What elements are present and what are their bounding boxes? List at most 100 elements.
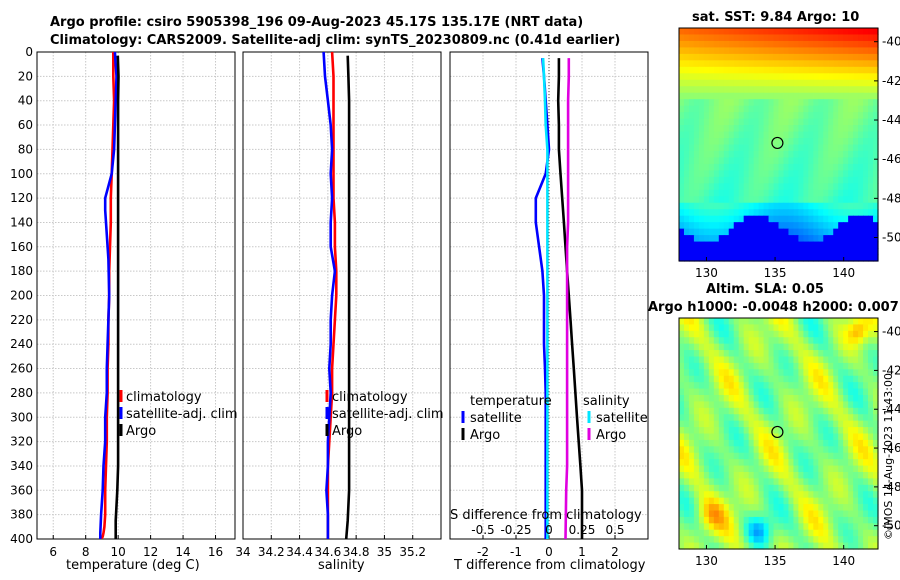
sla-cell: [823, 356, 829, 364]
sst-cell: [679, 222, 685, 230]
sst-cell: [873, 196, 879, 204]
sst-cell: [773, 209, 780, 217]
sst-cell: [728, 241, 735, 249]
sst-cell: [703, 144, 710, 152]
sla-cell: [833, 478, 839, 486]
sst-cell: [783, 144, 790, 152]
sst-cell: [813, 215, 819, 223]
sst-cell: [813, 53, 819, 61]
sst-cell: [718, 60, 725, 68]
sla-cell: [853, 529, 859, 537]
sla-cell: [853, 484, 859, 492]
sla-cell: [738, 414, 745, 422]
sst-cell: [798, 248, 804, 256]
sst-cell: [738, 105, 745, 113]
sla-cell: [738, 504, 745, 512]
sla-cell: [843, 375, 849, 383]
sst-cell: [758, 150, 765, 159]
sla-cell: [848, 401, 854, 409]
sla-cell: [758, 542, 765, 550]
sla-cell: [788, 523, 795, 531]
sst-cell: [698, 163, 705, 171]
sla-cell: [733, 529, 740, 537]
sst-cell: [768, 209, 775, 217]
sla-cell: [788, 330, 795, 338]
sla-cell: [683, 472, 690, 480]
sst-cell: [863, 92, 869, 100]
sst-cell: [818, 86, 824, 94]
sst-cell: [818, 215, 824, 223]
sst-cell: [723, 34, 730, 42]
sst-cell: [693, 248, 700, 256]
sst-cell: [683, 79, 690, 87]
sla-cell: [818, 330, 824, 338]
sst-cell: [838, 131, 844, 139]
sla-cell: [788, 433, 795, 441]
sla-cell: [718, 478, 725, 486]
sla-cell: [753, 420, 760, 428]
sst-cell: [738, 157, 745, 165]
sla-cell: [838, 356, 844, 364]
sla-cell: [703, 420, 710, 428]
sla-cell: [793, 356, 799, 364]
sla-cell: [763, 407, 770, 415]
sst-cell: [733, 73, 740, 81]
diff-xtick-label: 2: [611, 545, 619, 559]
sla-cell: [683, 375, 690, 383]
sla-cell: [833, 427, 839, 435]
sst-cell: [698, 241, 705, 249]
sla-cell: [853, 459, 859, 467]
sla-cell: [743, 362, 750, 370]
sst-cell: [713, 40, 720, 49]
sst-cell: [703, 228, 710, 236]
sst-cell: [708, 118, 715, 126]
sla-cell: [778, 369, 785, 377]
sst-cell: [778, 248, 785, 256]
sst-cell: [773, 202, 780, 210]
sst-cell: [853, 53, 859, 61]
sla-cell: [738, 491, 745, 499]
sst-cell: [748, 28, 755, 36]
sla-cell: [748, 420, 755, 428]
sst-cell: [748, 34, 755, 42]
sst-cell: [748, 163, 755, 171]
sst-cell: [738, 196, 745, 204]
sst-cell: [808, 131, 814, 139]
sla-cell: [853, 478, 859, 486]
sla-cell: [783, 382, 790, 390]
sla-cell: [763, 516, 770, 524]
sla-cell: [698, 375, 705, 383]
sst-cell: [823, 196, 829, 204]
sla-cell: [813, 362, 819, 370]
sla-cell: [688, 382, 695, 390]
sst-cell: [813, 99, 819, 107]
sst-cell: [693, 105, 700, 113]
sst-cell: [713, 105, 720, 113]
sst-cell: [698, 150, 705, 159]
sst-cell: [748, 47, 755, 55]
sst-cell: [738, 53, 745, 61]
sst-cell: [738, 79, 745, 87]
sla-cell: [813, 388, 819, 396]
sst-cell: [853, 150, 859, 159]
sst-cell: [758, 99, 765, 107]
sst-cell: [738, 215, 745, 223]
sla-xtick-label: 140: [832, 554, 855, 568]
sst-cell: [788, 241, 795, 249]
sla-cell: [803, 510, 809, 518]
sla-cell: [858, 420, 864, 428]
sla-cell: [823, 542, 829, 550]
sst-cell: [723, 28, 730, 36]
sst-cell: [693, 157, 700, 165]
sst-cell: [743, 105, 750, 113]
sst-cell: [683, 157, 690, 165]
sla-cell: [708, 510, 715, 518]
sst-cell: [743, 86, 750, 94]
sla-cell: [808, 414, 814, 422]
sst-cell: [858, 53, 864, 61]
sst-cell: [853, 131, 859, 139]
sla-cell: [778, 350, 785, 358]
sla-cell: [788, 452, 795, 460]
sst-cell: [803, 215, 809, 223]
sst-cell: [788, 163, 795, 171]
